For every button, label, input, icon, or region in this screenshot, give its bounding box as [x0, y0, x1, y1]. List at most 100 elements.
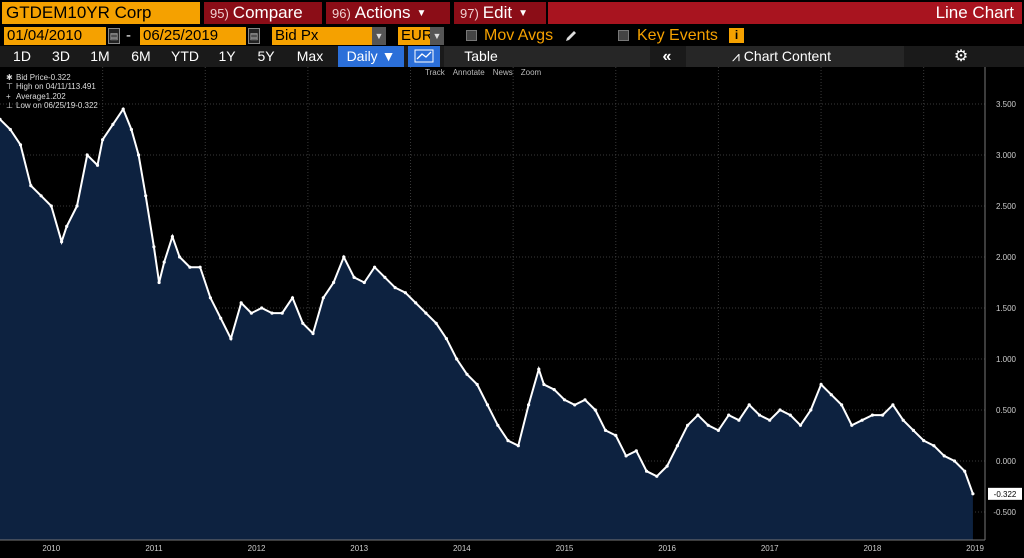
data-point	[542, 382, 546, 387]
actions-button[interactable]: 96) Actions ▼	[326, 2, 450, 24]
range-button-1y[interactable]: 1Y	[218, 48, 236, 64]
data-point	[144, 194, 148, 198]
legend-label: Average	[16, 91, 46, 101]
start-date-field[interactable]: 01/04/2010	[4, 27, 106, 45]
data-point	[747, 403, 751, 407]
field-selector[interactable]: Bid Px	[272, 27, 372, 45]
legend-row: + Average 1.202	[6, 92, 98, 101]
data-point	[922, 439, 926, 443]
data-point	[8, 127, 12, 132]
data-point	[737, 418, 741, 422]
chevron-down-icon: ▼	[518, 8, 528, 19]
edit-label: Edit	[482, 3, 513, 22]
data-point	[485, 403, 490, 407]
chart-content-label: Chart Content	[743, 48, 831, 64]
data-point	[373, 265, 377, 269]
chart-tool-news[interactable]: News	[492, 68, 513, 77]
key-events-checkbox[interactable]	[618, 30, 629, 41]
chart-content-button[interactable]: ⩘ Chart Content	[732, 46, 862, 67]
gear-icon[interactable]: ⚙	[953, 48, 969, 65]
data-point	[583, 398, 587, 402]
data-point	[39, 194, 43, 198]
collapse-icon[interactable]: «	[662, 48, 672, 65]
data-point	[860, 418, 864, 422]
data-point	[911, 428, 916, 432]
legend-label: Bid Price	[16, 73, 49, 82]
range-button-ytd[interactable]: YTD	[171, 48, 199, 64]
edit-button[interactable]: 97) Edit ▼	[454, 2, 546, 24]
data-point	[840, 403, 844, 407]
range-button-1m[interactable]: 1M	[90, 48, 110, 64]
data-point	[219, 316, 223, 320]
pencil-icon[interactable]	[564, 29, 578, 43]
chevron-down-icon[interactable]: ▼	[372, 27, 386, 45]
data-point	[290, 296, 295, 300]
data-point	[260, 306, 264, 310]
chart-tool-zoom[interactable]: Zoom	[520, 68, 542, 77]
range-button-1d[interactable]: 1D	[13, 48, 31, 64]
x-tick-label: 2012	[248, 544, 266, 553]
data-point	[527, 403, 531, 407]
data-point	[111, 122, 115, 126]
data-point	[301, 321, 305, 325]
actions-label: Actions	[354, 3, 411, 22]
data-point	[475, 382, 479, 387]
data-point	[901, 418, 905, 422]
y-tick-label: 2.500	[996, 202, 1017, 211]
range-button-5y[interactable]: 5Y	[257, 48, 275, 64]
data-point	[952, 459, 957, 463]
data-point	[829, 393, 833, 397]
range-button-6m[interactable]: 6M	[131, 48, 151, 64]
legend-row: ✱ Bid Price -0.322	[6, 73, 98, 82]
price-chart[interactable]: 2010 2011 2012 2013 2014 2015 2016 2017 2018 2019…	[0, 67, 1024, 558]
chart-content-segment	[686, 46, 904, 67]
chart-content-icon: ⩘	[732, 48, 740, 64]
series-area	[0, 109, 973, 540]
data-point	[198, 265, 202, 269]
calendar-icon[interactable]: ▤	[108, 28, 120, 44]
last-value-label: -0.322	[994, 490, 1017, 499]
data-point	[129, 127, 133, 132]
data-point	[65, 224, 69, 228]
key-events-label[interactable]: Key Events	[637, 27, 718, 44]
data-point	[465, 372, 469, 376]
currency-selector[interactable]: EUR	[398, 27, 433, 45]
chart-tools: Track Annotate News Zoom	[425, 68, 549, 77]
data-point	[645, 469, 649, 473]
calendar-icon[interactable]: ▤	[248, 28, 260, 44]
data-point	[49, 204, 53, 208]
data-point	[696, 413, 700, 417]
data-point	[157, 280, 161, 285]
range-button-3d[interactable]: 3D	[52, 48, 70, 64]
x-tick-label: 2015	[556, 544, 574, 553]
data-point	[932, 444, 936, 448]
line-chart-icon[interactable]	[408, 46, 440, 67]
x-tick-label: 2013	[350, 544, 368, 553]
mov-avgs-label[interactable]: Mov Avgs	[484, 27, 554, 44]
series-line	[0, 106, 974, 495]
table-button[interactable]: Table	[464, 48, 498, 64]
data-point	[634, 449, 638, 453]
info-icon[interactable]: i	[729, 28, 744, 43]
legend-label: High on 04/11/11	[16, 82, 76, 92]
x-tick-label: 2017	[761, 544, 779, 553]
chart-tool-annotate[interactable]: Annotate	[452, 68, 485, 77]
data-point	[18, 143, 23, 147]
chevron-down-icon[interactable]: ▼	[430, 27, 444, 45]
data-point	[768, 418, 772, 422]
compare-button[interactable]: 95) Compare	[204, 2, 322, 24]
ticker-field[interactable]: GTDEM10YR Corp	[2, 2, 200, 24]
mov-avgs-checkbox[interactable]	[466, 30, 477, 41]
data-point	[239, 301, 243, 305]
data-point	[383, 275, 387, 279]
data-point	[170, 235, 174, 239]
y-tick-label: 0.500	[996, 406, 1017, 415]
chart-tool-track[interactable]: Track	[425, 68, 445, 77]
range-button-max[interactable]: Max	[296, 48, 324, 64]
y-tick-label: 1.000	[996, 355, 1017, 364]
end-date-field[interactable]: 06/25/2019	[140, 27, 246, 45]
data-point	[788, 413, 792, 417]
data-point	[562, 398, 567, 402]
frequency-selector[interactable]: Daily ▼	[338, 46, 404, 67]
data-point	[706, 423, 710, 427]
